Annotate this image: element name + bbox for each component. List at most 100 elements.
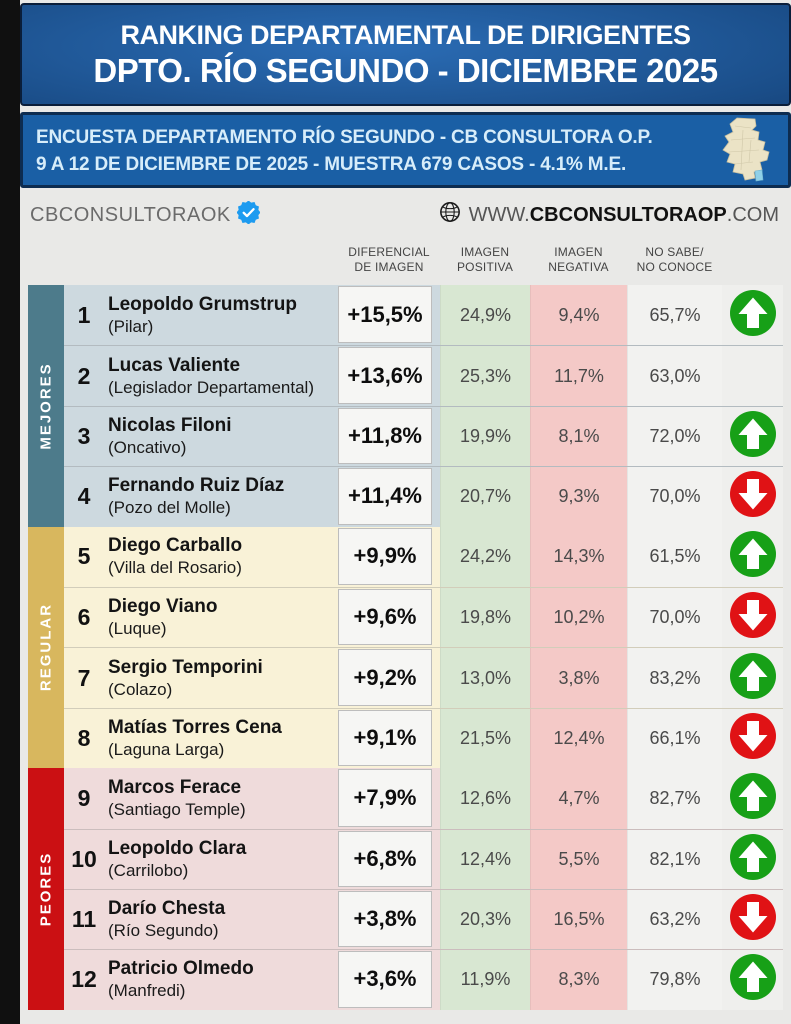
leader-name-cell: Leopoldo Clara (Carrilobo) xyxy=(104,830,338,889)
imagen-negativa-value: 9,4% xyxy=(530,285,627,346)
trend-cell xyxy=(722,648,783,708)
rank-number: 4 xyxy=(77,483,91,510)
column-header-diferencial: DIFERENCIAL DE IMAGEN xyxy=(338,240,440,275)
diferencial-value: +15,5% xyxy=(338,286,432,344)
imagen-negativa-value: 4,7% xyxy=(530,768,627,829)
header-title-line2: DPTO. RÍO SEGUNDO - DICIEMBRE 2025 xyxy=(93,51,718,89)
leader-locality: (Colazo) xyxy=(108,679,173,699)
imagen-negativa-value: 8,3% xyxy=(530,950,627,1010)
group-strip: REGULAR xyxy=(28,526,64,769)
diferencial-cell: +15,5% xyxy=(338,285,440,345)
no-sabe-value: 66,1% xyxy=(627,708,722,769)
rank-number: 11 xyxy=(71,906,97,933)
leader-name-cell: Nicolas Filoni (Oncativo) xyxy=(104,407,338,466)
main-header: RANKING DEPARTAMENTAL DE DIRIGENTES DPTO… xyxy=(20,3,791,106)
leader-locality: (Laguna Larga) xyxy=(108,739,225,759)
diferencial-cell: +11,8% xyxy=(338,407,440,466)
trend-up-icon xyxy=(729,953,777,1006)
trend-cell xyxy=(722,526,783,587)
trend-cell xyxy=(722,889,783,950)
page-background: RANKING DEPARTAMENTAL DE DIRIGENTES DPTO… xyxy=(20,0,791,1024)
no-sabe-value: 70,0% xyxy=(627,467,722,527)
rank-number: 6 xyxy=(77,604,91,631)
no-sabe-value: 83,2% xyxy=(627,648,722,708)
no-sabe-value: 72,0% xyxy=(627,406,722,467)
website-url: WWW.CBCONSULTORAOP.COM xyxy=(439,201,779,229)
trend-up-icon xyxy=(729,772,777,825)
column-header-text: DE IMAGEN xyxy=(354,260,424,274)
table-row: 11 Darío Chesta (Río Segundo) +3,8% 20,3% 16,… xyxy=(64,888,783,950)
imagen-negativa-value: 5,5% xyxy=(530,829,627,889)
leader-name-cell: Darío Chesta (Río Segundo) xyxy=(104,890,338,949)
leader-name-cell: Marcos Ferace (Santiago Temple) xyxy=(104,768,338,828)
globe-icon xyxy=(439,201,461,229)
leader-name: Patricio Olmedo xyxy=(108,958,254,980)
imagen-positiva-value: 11,9% xyxy=(440,950,530,1010)
imagen-negativa-value: 10,2% xyxy=(530,587,627,648)
leader-locality: (Pilar) xyxy=(108,316,154,336)
no-sabe-value: 63,0% xyxy=(627,346,722,406)
diferencial-cell: +9,6% xyxy=(338,588,440,647)
survey-banner: ENCUESTA DEPARTAMENTO RÍO SEGUNDO - CB C… xyxy=(20,112,791,188)
trend-cell xyxy=(722,829,783,889)
website-prefix: WWW. xyxy=(468,203,530,226)
imagen-positiva-value: 13,0% xyxy=(440,648,530,708)
column-header-text: DIFERENCIAL xyxy=(348,245,430,259)
trend-cell xyxy=(722,587,783,648)
trend-up-icon xyxy=(729,530,777,583)
social-handle-text: CBCONSULTORAOK xyxy=(30,204,231,226)
leader-name: Leopoldo Clara xyxy=(108,837,247,859)
leader-name: Fernando Ruiz Díaz xyxy=(108,475,285,497)
trend-cell xyxy=(722,406,783,467)
leader-name: Matías Torres Cena xyxy=(108,716,282,738)
trend-down-icon xyxy=(729,591,777,644)
trend-down-icon xyxy=(729,470,777,523)
no-sabe-value: 65,7% xyxy=(627,285,722,346)
group-label: REGULAR xyxy=(37,603,55,692)
rank-number: 1 xyxy=(77,301,91,328)
trend-cell xyxy=(722,346,783,406)
table-row: 2 Lucas Valiente (Legislador Departamental… xyxy=(64,345,783,406)
table-row: 8 Matías Torres Cena (Laguna Larga) +9,1% 21… xyxy=(64,707,783,769)
diferencial-cell: +9,1% xyxy=(338,709,440,768)
imagen-negativa-value: 11,7% xyxy=(530,346,627,406)
imagen-positiva-value: 19,8% xyxy=(440,587,530,648)
header-title-line1: RANKING DEPARTAMENTAL DE DIRIGENTES xyxy=(120,19,691,50)
group-mejores: MEJORES 1 Leopoldo Grumstrup (Pilar) +15,5% 2… xyxy=(28,285,783,527)
diferencial-cell: +9,9% xyxy=(338,527,440,587)
imagen-positiva-value: 12,4% xyxy=(440,829,530,889)
no-sabe-value: 63,2% xyxy=(627,889,722,950)
group-rows: 1 Leopoldo Grumstrup (Pilar) +15,5% 24,9% 9,4… xyxy=(64,285,783,527)
imagen-positiva-value: 24,2% xyxy=(440,526,530,587)
diferencial-value: +3,8% xyxy=(338,890,432,948)
no-sabe-value: 82,7% xyxy=(627,768,722,829)
website-name: CBCONSULTORAOP xyxy=(529,203,727,226)
leader-locality: (Carrilobo) xyxy=(108,860,189,880)
leader-locality: (Legislador Departamental) xyxy=(108,377,314,397)
column-header-text: NO SABE/ xyxy=(645,245,704,259)
rank-number: 8 xyxy=(77,724,91,751)
column-header-spacer xyxy=(28,240,338,275)
diferencial-cell: +6,8% xyxy=(338,830,440,889)
rank-number: 2 xyxy=(77,362,91,389)
imagen-positiva-value: 21,5% xyxy=(440,708,530,769)
trend-cell xyxy=(722,768,783,829)
survey-banner-line2: 9 A 12 DE DICIEMBRE DE 2025 - MUESTRA 67… xyxy=(36,154,627,175)
diferencial-value: +9,1% xyxy=(338,709,432,767)
leader-name: Lucas Valiente xyxy=(108,354,241,376)
imagen-negativa-value: 3,8% xyxy=(530,648,627,708)
diferencial-cell: +3,6% xyxy=(338,950,440,1009)
group-strip: PEORES xyxy=(28,768,64,1010)
no-sabe-value: 79,8% xyxy=(627,950,722,1010)
no-sabe-value: 61,5% xyxy=(627,526,722,587)
diferencial-value: +7,9% xyxy=(338,769,432,827)
imagen-positiva-value: 12,6% xyxy=(440,768,530,829)
leader-name-cell: Lucas Valiente (Legislador Departamental) xyxy=(104,346,338,405)
diferencial-cell: +13,6% xyxy=(338,346,440,405)
cordoba-province-map-icon xyxy=(714,116,780,189)
leader-name: Darío Chesta xyxy=(108,898,226,920)
branding-row: CBCONSULTORAOK WWW.C xyxy=(20,196,791,232)
survey-banner-line1: ENCUESTA DEPARTAMENTO RÍO SEGUNDO - CB C… xyxy=(36,127,653,148)
imagen-positiva-value: 24,9% xyxy=(440,285,530,346)
